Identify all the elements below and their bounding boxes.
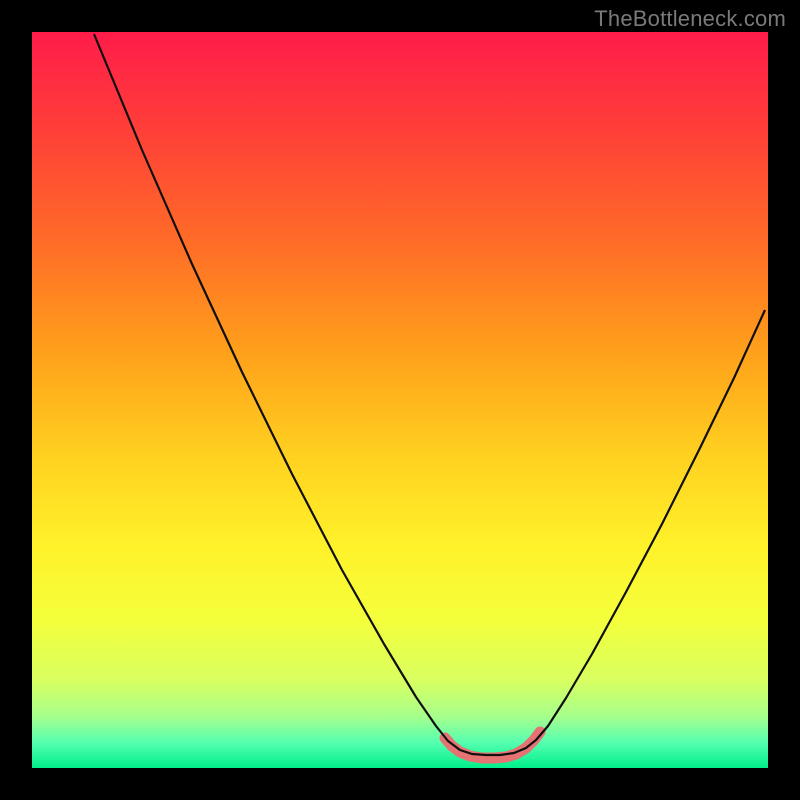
chart-svg [32, 32, 768, 768]
chart-plot [32, 32, 768, 768]
chart-background [32, 32, 768, 768]
chart-frame: TheBottleneck.com [0, 0, 800, 800]
watermark-text: TheBottleneck.com [594, 6, 786, 32]
